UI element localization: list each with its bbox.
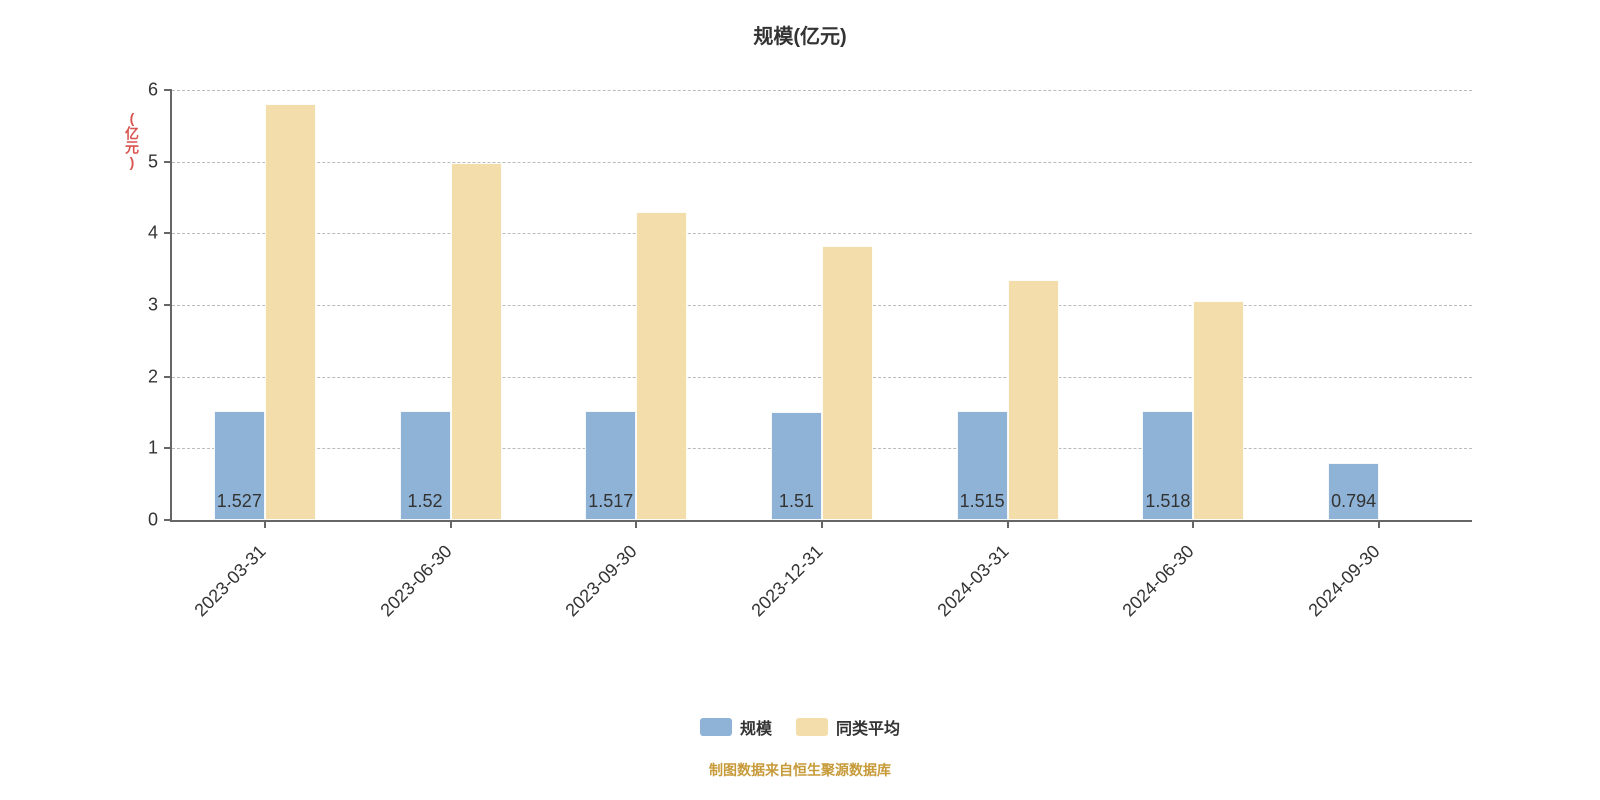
ytick-mark — [164, 89, 172, 91]
xtick-mark — [821, 520, 823, 528]
bar-同类平均 — [1193, 301, 1244, 520]
xtick-label: 2023-06-30 — [356, 541, 456, 641]
ytick-mark — [164, 161, 172, 163]
bar-value-label: 1.515 — [960, 491, 1005, 512]
legend-swatch — [796, 718, 828, 736]
ytick-label: 3 — [130, 295, 158, 316]
ytick-mark — [164, 447, 172, 449]
ytick-label: 0 — [130, 510, 158, 531]
xtick-label: 2023-12-31 — [728, 541, 828, 641]
legend-item: 同类平均 — [796, 715, 900, 739]
xtick-label: 2023-09-30 — [542, 541, 642, 641]
bar-同类平均 — [636, 212, 687, 520]
bar-同类平均 — [1008, 280, 1059, 520]
ytick-label: 4 — [130, 223, 158, 244]
xtick-mark — [1007, 520, 1009, 528]
gridline — [172, 90, 1472, 91]
bar-value-label: 1.51 — [779, 491, 814, 512]
bar-同类平均 — [265, 104, 316, 520]
legend: 规模 同类平均 — [0, 715, 1600, 741]
bar-value-label: 1.527 — [217, 491, 262, 512]
gridline — [172, 233, 1472, 234]
ytick-mark — [164, 232, 172, 234]
bar-value-label: 1.518 — [1145, 491, 1190, 512]
ytick-mark — [164, 304, 172, 306]
legend-swatch — [700, 718, 732, 736]
legend-label: 规模 — [740, 715, 772, 739]
xtick-label: 2024-03-31 — [913, 541, 1013, 641]
xtick-mark — [450, 520, 452, 528]
xtick-label: 2024-09-30 — [1285, 541, 1385, 641]
xtick-mark — [264, 520, 266, 528]
chart-title: 规模(亿元) — [0, 20, 1600, 49]
xtick-mark — [635, 520, 637, 528]
ytick-label: 1 — [130, 438, 158, 459]
bar-同类平均 — [451, 163, 502, 520]
ytick-label: 2 — [130, 366, 158, 387]
plot-area: 1.527 1.52 1.517 1.51 1.515 1.518 0.794 — [170, 90, 1472, 522]
chart-container: 规模(亿元) (亿元) 1.5271.521.5171.511.5151.518… — [0, 0, 1600, 800]
xtick-label: 2023-03-31 — [171, 541, 271, 641]
legend-label: 同类平均 — [836, 715, 900, 739]
bar-value-label: 0.794 — [1331, 491, 1376, 512]
xtick-mark — [1192, 520, 1194, 528]
bar-value-label: 1.52 — [408, 491, 443, 512]
xtick-mark — [1378, 520, 1380, 528]
ytick-mark — [164, 519, 172, 521]
gridline — [172, 162, 1472, 163]
ytick-mark — [164, 376, 172, 378]
ytick-label: 6 — [130, 80, 158, 101]
ytick-label: 5 — [130, 151, 158, 172]
xtick-label: 2024-06-30 — [1099, 541, 1199, 641]
legend-item: 规模 — [700, 715, 772, 739]
bar-同类平均 — [822, 246, 873, 520]
bar-value-label: 1.517 — [588, 491, 633, 512]
source-note: 制图数据来自恒生聚源数据库 — [0, 760, 1600, 780]
